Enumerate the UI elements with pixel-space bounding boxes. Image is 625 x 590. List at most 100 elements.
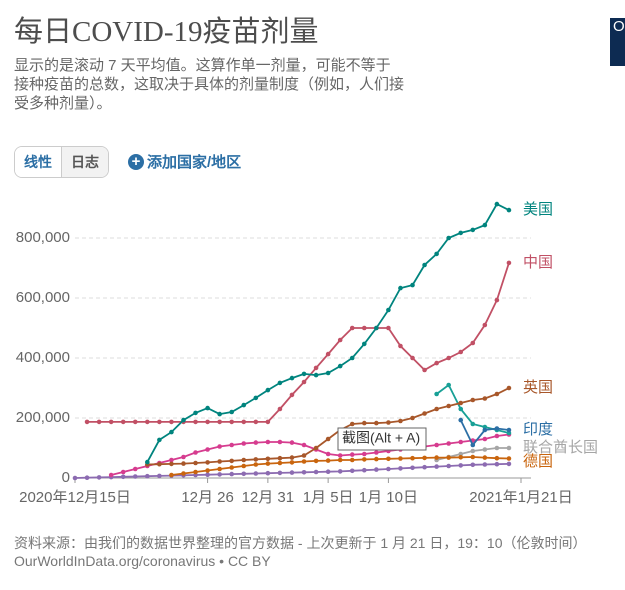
point xyxy=(410,465,415,471)
point xyxy=(482,322,488,328)
linear-button[interactable]: 线性 xyxy=(15,147,62,177)
point xyxy=(325,469,331,475)
point xyxy=(470,448,476,454)
point xyxy=(422,455,427,461)
point xyxy=(325,436,331,442)
x-tick-label: 12月 26 xyxy=(181,489,234,506)
point xyxy=(241,441,247,446)
point xyxy=(217,419,222,425)
point xyxy=(181,471,186,476)
point xyxy=(506,461,512,467)
point xyxy=(120,419,126,425)
point xyxy=(169,419,174,425)
point xyxy=(205,405,210,411)
point xyxy=(386,456,391,462)
point xyxy=(313,372,319,378)
point xyxy=(398,456,403,461)
point xyxy=(181,461,186,466)
point xyxy=(494,391,500,397)
point xyxy=(494,201,500,207)
point xyxy=(120,474,126,480)
point xyxy=(193,419,198,425)
point xyxy=(277,439,283,445)
point xyxy=(506,427,512,433)
point xyxy=(434,406,439,412)
point xyxy=(434,251,439,257)
point xyxy=(241,471,247,477)
point xyxy=(313,445,319,451)
point xyxy=(217,411,222,417)
point xyxy=(325,458,331,463)
point xyxy=(506,456,512,461)
log-button[interactable]: 日志 xyxy=(62,147,108,177)
point xyxy=(482,396,488,401)
point xyxy=(337,457,343,463)
point xyxy=(374,467,379,472)
point xyxy=(349,452,355,457)
point xyxy=(458,406,464,412)
point xyxy=(422,464,427,470)
point xyxy=(458,417,464,423)
y-tick-label: 600,000 xyxy=(16,289,70,306)
point xyxy=(193,410,198,416)
point xyxy=(494,445,500,451)
point xyxy=(108,419,114,425)
point xyxy=(277,460,283,466)
x-tick-label: 1月 5日 xyxy=(303,489,354,506)
y-tick-label: 200,000 xyxy=(16,409,70,426)
point xyxy=(470,454,476,460)
point xyxy=(108,472,114,478)
point xyxy=(301,459,307,464)
point xyxy=(470,462,476,468)
point xyxy=(229,442,235,448)
point xyxy=(313,469,319,475)
point xyxy=(374,456,379,462)
point xyxy=(289,375,295,381)
point xyxy=(253,462,259,467)
point xyxy=(470,340,476,346)
point xyxy=(434,464,439,469)
point xyxy=(205,419,210,425)
point xyxy=(446,463,451,469)
point xyxy=(265,456,271,462)
point xyxy=(301,470,307,475)
point xyxy=(446,235,451,241)
point xyxy=(241,457,247,463)
chart: 0 200,000 400,000 600,000 800,000 2020年12月15日… xyxy=(16,201,598,506)
point xyxy=(349,457,355,463)
point xyxy=(410,455,415,461)
chart-title: 每日COVID-19疫苗剂量 xyxy=(14,16,319,48)
point xyxy=(193,460,198,466)
y-tick-label: 800,000 xyxy=(16,229,70,246)
point xyxy=(157,437,162,443)
point xyxy=(169,472,174,478)
series-label: 美国 xyxy=(523,201,553,218)
point xyxy=(410,282,415,288)
series-label: 中国 xyxy=(523,254,553,271)
point xyxy=(337,363,343,369)
add-country[interactable]: + 添加国家/地区 xyxy=(128,151,241,172)
x-tick-label: 12月 31 xyxy=(242,489,295,506)
point xyxy=(193,469,198,475)
point xyxy=(277,406,283,412)
point xyxy=(398,418,403,424)
point xyxy=(325,351,331,357)
point xyxy=(506,207,512,213)
point xyxy=(265,470,271,476)
series-line xyxy=(87,262,510,423)
point xyxy=(446,441,451,446)
source-link[interactable]: OurWorldInData.org/coronavirus • CC BY xyxy=(14,553,271,569)
series-label: 德国 xyxy=(523,452,553,470)
point xyxy=(145,459,150,465)
point xyxy=(398,466,403,471)
point xyxy=(289,392,295,398)
point xyxy=(482,222,488,228)
point xyxy=(458,230,464,236)
point xyxy=(494,433,500,439)
point xyxy=(205,447,210,452)
point xyxy=(361,325,367,331)
point xyxy=(386,420,391,425)
point xyxy=(386,325,391,331)
point xyxy=(494,426,500,431)
point xyxy=(374,420,379,426)
